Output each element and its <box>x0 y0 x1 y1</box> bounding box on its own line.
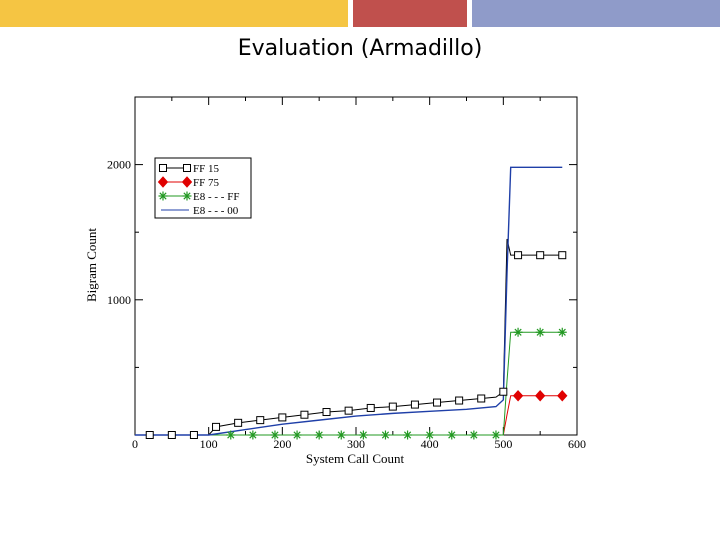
asterisk-stroke <box>470 431 478 439</box>
x-tick-label: 0 <box>132 437 138 451</box>
x-axis-label: System Call Count <box>306 451 405 466</box>
series-line <box>135 331 563 436</box>
marker-diamond <box>512 390 524 402</box>
marker-asterisk <box>270 430 280 440</box>
marker-asterisk <box>557 327 567 337</box>
header-bar-red <box>353 0 467 27</box>
series-line <box>502 395 563 436</box>
x-tick-label: 100 <box>200 437 218 451</box>
marker-square <box>167 431 176 439</box>
asterisk-stroke <box>492 431 500 439</box>
marker-square <box>558 251 567 260</box>
marker-square <box>366 403 375 412</box>
asterisk-stroke <box>403 431 412 439</box>
x-tick-label: 400 <box>421 437 439 451</box>
asterisk-stroke <box>337 431 345 439</box>
marker-square <box>410 400 419 409</box>
marker-asterisk <box>513 327 523 337</box>
marker-asterisk <box>182 191 192 201</box>
marker-asterisk <box>469 430 479 440</box>
marker-diamond <box>534 390 546 402</box>
asterisk-stroke <box>315 431 323 439</box>
asterisk-stroke <box>271 431 279 439</box>
marker-square <box>514 251 523 260</box>
plot-frame <box>134 96 578 436</box>
legend-label: E8 - - - FF <box>193 191 239 203</box>
marker-asterisk <box>403 430 413 440</box>
asterisk-stroke <box>536 328 544 336</box>
marker-asterisk <box>425 430 435 440</box>
marker-square <box>278 413 287 422</box>
asterisk-stroke <box>183 192 191 200</box>
asterisk-stroke <box>359 431 367 439</box>
marker-asterisk <box>336 430 346 440</box>
marker-square <box>433 398 442 407</box>
header-bar-yellow <box>0 0 348 27</box>
y-axis-label: Bigram Count <box>84 228 99 302</box>
marker-square <box>536 251 545 260</box>
legend-label: FF 15 <box>193 163 219 175</box>
asterisk-stroke <box>514 328 522 336</box>
asterisk-stroke <box>448 431 456 439</box>
x-tick-label: 600 <box>568 437 586 451</box>
marker-asterisk <box>535 327 545 337</box>
marker-asterisk <box>292 430 302 440</box>
marker-diamond <box>557 390 568 402</box>
marker-square <box>256 416 265 425</box>
marker-asterisk <box>447 430 457 440</box>
asterisk-stroke <box>381 431 390 439</box>
asterisk-stroke <box>558 328 566 336</box>
y-tick-label: 2000 <box>107 158 131 172</box>
asterisk-stroke <box>159 192 167 200</box>
marker-square <box>145 431 154 439</box>
marker-diamond <box>157 176 169 188</box>
marker-asterisk <box>248 430 258 440</box>
legend-label: FF 75 <box>193 177 219 189</box>
marker-asterisk <box>358 430 368 440</box>
marker-square <box>212 422 221 431</box>
marker-asterisk <box>226 430 236 440</box>
asterisk-stroke <box>293 431 301 439</box>
slide-title: Evaluation (Armadillo) <box>237 36 483 61</box>
asterisk-stroke <box>227 431 235 439</box>
marker-square <box>189 431 198 439</box>
marker-square <box>477 394 486 403</box>
x-tick-label: 300 <box>347 437 365 451</box>
series-line <box>135 166 563 436</box>
marker-asterisk <box>314 430 324 440</box>
y-tick-label: 1000 <box>107 293 131 307</box>
marker-square <box>159 164 167 172</box>
x-tick-label: 200 <box>273 437 291 451</box>
asterisk-stroke <box>249 431 257 439</box>
header-bar-blue <box>472 0 720 27</box>
marker-asterisk <box>158 191 168 201</box>
marker-square <box>183 164 191 172</box>
marker-asterisk <box>380 430 390 440</box>
series-line <box>135 238 563 436</box>
marker-square <box>300 410 309 419</box>
marker-square <box>455 396 464 405</box>
marker-diamond <box>181 176 193 188</box>
marker-square <box>388 402 397 411</box>
x-tick-label: 500 <box>494 437 512 451</box>
marker-asterisk <box>491 430 501 440</box>
marker-square <box>344 406 353 415</box>
marker-square <box>234 418 243 427</box>
legend-label: E8 - - - 00 <box>193 205 239 217</box>
asterisk-stroke <box>426 431 434 439</box>
marker-square <box>499 387 508 396</box>
marker-square <box>322 408 331 417</box>
